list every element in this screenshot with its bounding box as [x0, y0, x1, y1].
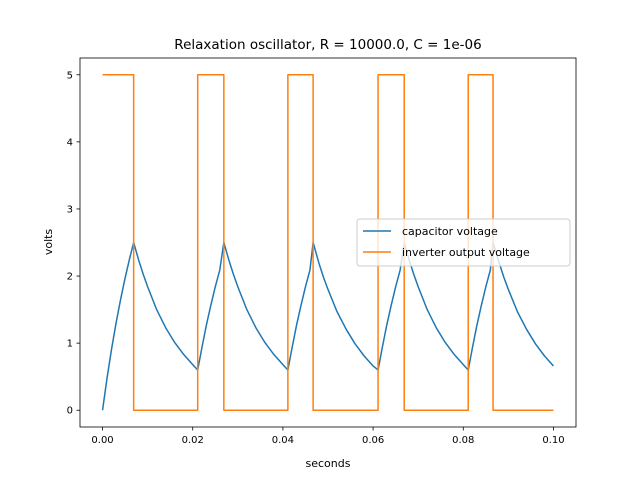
series-line-capacitor-voltage — [101, 241, 555, 411]
y-tick-label: 0 — [67, 406, 73, 417]
y-tick-label: 3 — [67, 204, 73, 215]
y-tick-label: 2 — [67, 272, 73, 283]
y-tick-label: 1 — [67, 339, 73, 350]
series-layer — [101, 74, 555, 411]
y-axis-ticks: 0 1 2 3 4 5 — [67, 70, 80, 417]
plot-frame — [79, 57, 577, 428]
legend: capacitor voltage inverter output voltag… — [356, 218, 571, 267]
legend-label-inverter: inverter output voltage — [402, 246, 530, 259]
x-tick-label: 0.04 — [272, 435, 294, 446]
x-tick-label: 0.02 — [182, 435, 204, 446]
chart-title: Relaxation oscillator, R = 10000.0, C = … — [174, 37, 481, 53]
y-axis-label: volts — [42, 229, 55, 256]
x-tick-label: 0.08 — [452, 435, 474, 446]
x-tick-label: 0.10 — [542, 435, 564, 446]
x-axis-ticks: 0.00 0.02 0.04 0.06 0.08 0.10 — [91, 427, 565, 446]
legend-box — [356, 218, 571, 267]
y-tick-label: 5 — [67, 70, 73, 81]
x-tick-label: 0.06 — [362, 435, 384, 446]
x-tick-label: 0.00 — [91, 435, 113, 446]
y-tick-label: 4 — [67, 137, 73, 148]
series-line-inverter-output-voltage — [102, 74, 554, 411]
legend-label-capacitor: capacitor voltage — [402, 225, 498, 238]
x-axis-label: seconds — [306, 457, 351, 470]
